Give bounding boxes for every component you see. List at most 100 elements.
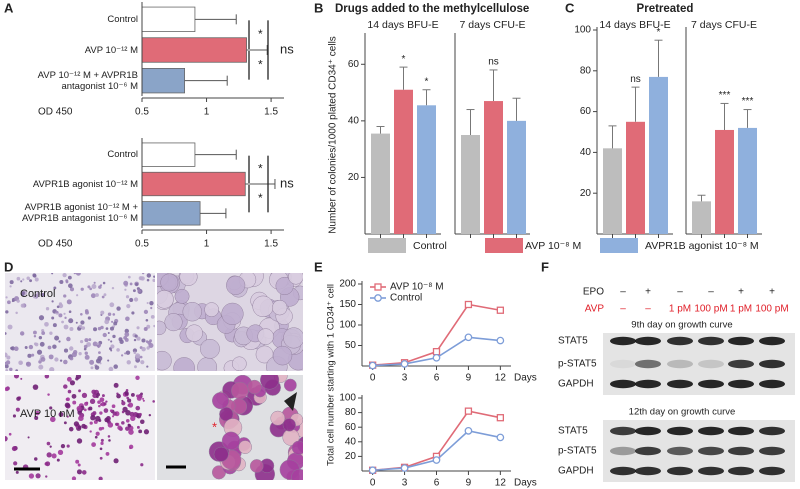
cell [157,320,167,336]
band [759,379,785,389]
cell [282,418,296,432]
band [667,379,693,389]
cell [141,273,145,275]
cell [140,463,144,467]
cell [121,410,125,414]
cell [33,330,37,335]
cell [21,293,25,297]
cell [69,327,74,332]
cell [107,338,110,341]
panel-b-title: Drugs added to the methylcellulose [335,3,529,15]
bar [141,68,185,94]
legend-label: AVPR1B agonist 10⁻⁸ M [645,240,759,252]
condition-value: 1 pM [730,304,752,315]
cell [32,384,39,390]
cell [20,303,25,308]
y-tick-label: 200 [339,279,356,290]
cell [65,279,69,283]
category-label-box: Control [107,14,138,25]
cell [109,302,115,308]
blot-title: 9th day on growth curve [631,320,732,331]
cell [146,346,150,350]
band-label: STAT5 [558,336,588,347]
y-tick-label: 20 [345,451,357,462]
cell [56,305,60,309]
cell [100,441,104,445]
cell [41,328,45,333]
cell [133,351,137,355]
cell [129,411,135,417]
y-tick-label: 60 [345,422,357,433]
x-tick-label: 3 [402,478,408,489]
cell [129,282,133,286]
band [728,359,754,369]
x-tick-label: 1 [204,239,210,250]
cell [49,406,53,410]
cell [103,408,109,413]
significance: * [258,162,263,176]
cell [232,356,247,371]
cell [9,367,13,371]
micrograph [5,375,155,480]
chart-subtitle: 7 days CFU-E [460,19,526,31]
cell [99,284,103,287]
cell [16,276,21,281]
cell [44,321,49,327]
cell [272,345,293,366]
band [610,466,636,476]
marker [464,426,473,435]
micrograph-marker: * [212,419,217,434]
cell [51,316,55,320]
bar [394,89,413,234]
cell [107,331,110,334]
cell [13,346,19,352]
bar [461,135,480,234]
cell [98,351,101,355]
cell [116,348,120,352]
cell [97,346,100,349]
chart-subtitle: 14 days BFU-E [367,19,438,31]
cell [5,387,9,392]
band [728,336,754,346]
cell [77,425,82,430]
cell [104,417,110,423]
cell [62,273,67,278]
cell [89,430,92,433]
cell [5,332,7,335]
cell [143,326,148,331]
cell [75,377,79,381]
cell [58,412,64,417]
category-label-box: AVPR1B agonist 10⁻¹² M + AVPR1B antagoni… [22,202,138,224]
significance: ns [280,41,294,56]
cell [219,407,234,422]
bar [141,171,246,197]
cell [134,334,138,338]
band-label: p-STAT5 [558,446,597,457]
legend-swatch [368,238,406,253]
cell [89,421,93,425]
cell [51,453,57,459]
category-label: Control [107,149,138,161]
cell [61,320,64,324]
cell [47,393,50,396]
micrograph [157,273,303,371]
cell [124,288,127,291]
cell [107,435,111,438]
cell [75,321,78,324]
cell [93,281,96,284]
marker [432,456,441,464]
cell [185,324,203,342]
band [698,336,724,346]
cell [9,280,14,285]
band [610,336,636,346]
x-tick-label: 6 [434,478,440,489]
y-tick-label: 60 [580,106,592,117]
band [635,379,661,389]
cell [33,342,37,346]
y-tick-label: 100 [339,393,356,404]
cell [126,304,131,309]
cell [31,353,35,357]
band [759,466,785,476]
bar [141,201,201,226]
cell [63,324,69,330]
